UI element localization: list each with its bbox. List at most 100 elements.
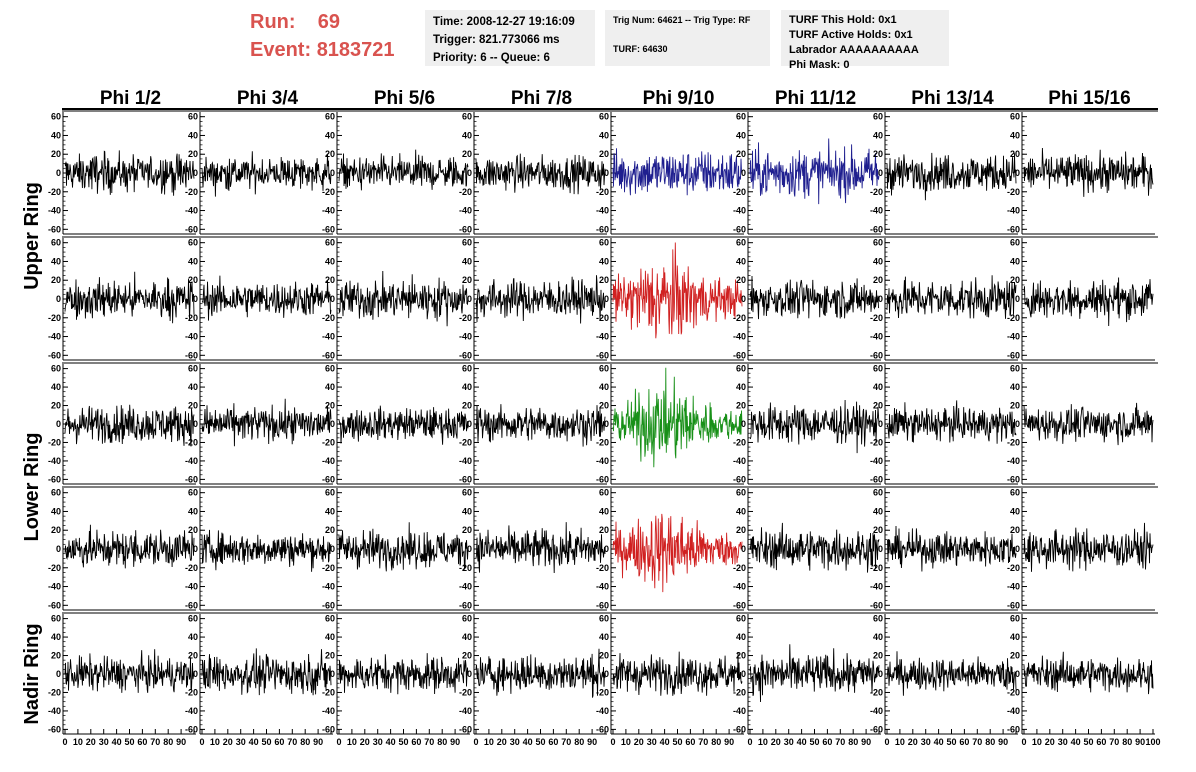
y-tick-label: -60 [459, 600, 472, 610]
y-tick-label: 40 [599, 256, 609, 266]
y-tick-label: 20 [1010, 401, 1020, 411]
waveform-trace [1023, 147, 1154, 197]
y-tick-label: 20 [736, 149, 746, 159]
y-tick-label: 40 [1010, 256, 1020, 266]
y-tick-label: 20 [462, 525, 472, 535]
x-tick-label: 80 [437, 737, 447, 747]
y-tick-label: -60 [870, 724, 883, 734]
y-tick-label: 60 [51, 238, 61, 248]
waveform-trace [612, 513, 743, 593]
y-tick-label: 0 [878, 168, 883, 178]
x-tick-label: 20 [908, 737, 918, 747]
y-tick-label: 40 [873, 506, 883, 516]
waveform-trace [64, 649, 195, 693]
y-tick-label: 40 [1010, 130, 1020, 140]
x-tick-label: 30 [510, 737, 520, 747]
y-tick-label: 0 [56, 669, 61, 679]
x-tick-label: 20 [223, 737, 233, 747]
waveform-trace [612, 148, 743, 196]
x-tick-label: 40 [1071, 737, 1081, 747]
x-tick-label: 10 [621, 737, 631, 747]
y-tick-label: -20 [459, 563, 472, 573]
y-tick-label: -20 [48, 437, 61, 447]
y-tick-label: 20 [51, 651, 61, 661]
panel-r1-c1: -60 -40 -20 0 20 40 60 [48, 112, 196, 235]
y-tick-label: -20 [733, 313, 746, 323]
y-tick-label: 40 [462, 506, 472, 516]
y-tick-label: 0 [741, 294, 746, 304]
y-tick-label: -20 [322, 437, 335, 447]
y-tick-label: -40 [733, 456, 746, 466]
y-tick-label: -60 [870, 350, 883, 360]
y-tick-label: 20 [736, 651, 746, 661]
x-tick-label: 40 [797, 737, 807, 747]
panel-r3-c4: -60 -40 -20 0 20 40 60 [459, 364, 607, 485]
y-tick-label: -40 [322, 582, 335, 592]
panel-r3-c5: -60 -40 -20 0 20 40 60 [596, 364, 744, 485]
panel-r4-c8: -60 -40 -20 0 20 40 60 [1007, 488, 1155, 611]
panel-r4-c4: -60 -40 -20 0 20 40 60 [459, 488, 607, 611]
panel-r2-c3: -60 -40 -20 0 20 40 60 [322, 238, 470, 361]
x-tick-label: 90 [861, 737, 871, 747]
waveform-trace [886, 400, 1017, 444]
y-tick-label: 0 [193, 544, 198, 554]
y-tick-label: -60 [1007, 724, 1020, 734]
x-tick-label: 90 [1135, 737, 1145, 747]
y-tick-label: -60 [48, 350, 61, 360]
time-line: Time: 2008-12-27 19:16:09 [433, 16, 575, 28]
y-tick-label: 40 [325, 382, 335, 392]
y-tick-label: 0 [193, 669, 198, 679]
y-tick-label: -40 [459, 706, 472, 716]
x-tick-label: 80 [574, 737, 584, 747]
y-tick-label: -60 [870, 474, 883, 484]
y-tick-label: 60 [325, 614, 335, 624]
y-tick-label: -20 [733, 187, 746, 197]
y-tick-label: -20 [596, 437, 609, 447]
y-tick-label: 20 [462, 149, 472, 159]
y-tick-label: -40 [870, 456, 883, 466]
y-tick-label: 60 [736, 112, 746, 122]
waveform-trace [612, 651, 743, 696]
x-tick-label: 90 [313, 737, 323, 747]
y-tick-label: 40 [325, 632, 335, 642]
y-tick-label: 40 [599, 382, 609, 392]
x-tick-label: 10 [73, 737, 83, 747]
y-tick-label: 40 [51, 256, 61, 266]
y-tick-label: 20 [873, 525, 883, 535]
phi-mask-line: Phi Mask: 0 [789, 59, 850, 71]
y-tick-label: 20 [51, 401, 61, 411]
y-tick-label: 40 [51, 130, 61, 140]
y-tick-label: 20 [325, 275, 335, 285]
y-tick-label: 60 [736, 614, 746, 624]
y-tick-label: 60 [599, 112, 609, 122]
column-title-4: Phi 7/8 [511, 88, 572, 109]
column-title-2: Phi 3/4 [237, 88, 299, 109]
y-tick-label: -40 [322, 332, 335, 342]
y-tick-label: 0 [604, 419, 609, 429]
panel-r1-c6: -60 -40 -20 0 20 40 60 [733, 112, 881, 235]
panel-r4-c1: -60 -40 -20 0 20 40 60 [48, 488, 196, 611]
panel-r1-c8: -60 -40 -20 0 20 40 60 [1007, 112, 1155, 235]
x-tick-label: 40 [386, 737, 396, 747]
y-tick-label: -60 [1007, 224, 1020, 234]
waveform-trace [749, 644, 880, 703]
x-tick-label: 20 [497, 737, 507, 747]
waveform-trace [64, 271, 195, 324]
y-tick-label: -20 [322, 187, 335, 197]
y-tick-label: -60 [733, 224, 746, 234]
waveform-trace [338, 522, 469, 572]
event-value: 8183721 [316, 39, 395, 61]
x-tick-label: 0 [473, 737, 478, 747]
y-tick-label: -40 [733, 332, 746, 342]
column-title-7: Phi 13/14 [911, 88, 994, 109]
y-tick-label: -20 [48, 563, 61, 573]
y-tick-label: 40 [873, 130, 883, 140]
y-tick-label: 60 [188, 112, 198, 122]
column-title-5: Phi 9/10 [643, 88, 715, 109]
waveform-trace [475, 522, 606, 574]
waveform-trace [749, 275, 880, 320]
panel-r2-c4: -60 -40 -20 0 20 40 60 [459, 238, 607, 361]
y-tick-label: 60 [599, 238, 609, 248]
